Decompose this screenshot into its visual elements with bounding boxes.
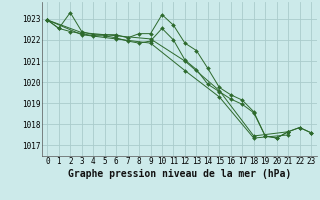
X-axis label: Graphe pression niveau de la mer (hPa): Graphe pression niveau de la mer (hPa)	[68, 169, 291, 179]
